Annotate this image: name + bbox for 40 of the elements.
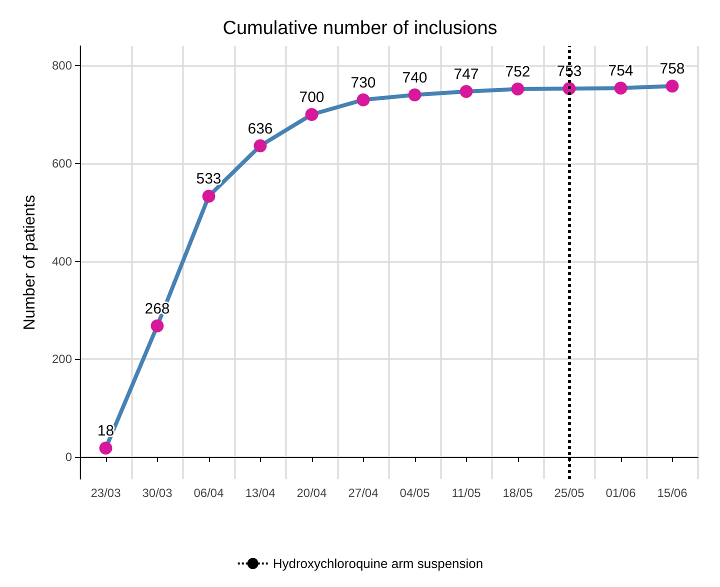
point bbox=[408, 88, 422, 102]
y-axis-title: Number of patients bbox=[22, 194, 38, 330]
point bbox=[254, 139, 267, 152]
y-tick-label: 0 bbox=[65, 450, 72, 464]
y-tick-label: 200 bbox=[52, 352, 72, 366]
point bbox=[511, 82, 524, 96]
y-tick-label: 600 bbox=[52, 156, 72, 170]
x-tick-label: 15/06 bbox=[657, 486, 688, 500]
point bbox=[460, 85, 473, 98]
x-tick-label: 13/04 bbox=[245, 486, 276, 500]
legend-label: Hydroxychloroquine arm suspension bbox=[272, 556, 484, 571]
data-label: 752 bbox=[505, 64, 530, 81]
data-label: 747 bbox=[454, 66, 479, 83]
x-tick-label: 20/04 bbox=[296, 486, 328, 500]
data-label: 700 bbox=[299, 88, 324, 106]
point bbox=[202, 190, 216, 203]
x-tick-label: 06/04 bbox=[194, 486, 224, 500]
x-tick-label: 27/04 bbox=[348, 486, 379, 500]
chart-title: Cumulative number of inclusions bbox=[222, 18, 498, 39]
data-label: 636 bbox=[248, 120, 273, 138]
point bbox=[99, 442, 112, 455]
data-label: 740 bbox=[402, 69, 428, 86]
y-tick-label: 800 bbox=[52, 58, 72, 73]
data-label: 754 bbox=[608, 62, 634, 80]
point bbox=[666, 80, 679, 93]
point bbox=[305, 108, 318, 121]
x-tick-label: 23/03 bbox=[90, 486, 122, 500]
x-tick-label: 11/05 bbox=[452, 486, 482, 500]
data-label: 730 bbox=[350, 74, 376, 92]
data-label: 758 bbox=[660, 60, 685, 78]
x-tick-label: 30/03 bbox=[142, 486, 173, 500]
y-tick-label: 400 bbox=[52, 254, 72, 268]
x-tick-label: 04/05 bbox=[400, 486, 430, 500]
data-label: 533 bbox=[196, 170, 222, 188]
x-tick-label: 01/06 bbox=[606, 486, 636, 500]
point bbox=[150, 319, 164, 332]
x-tick-label: 18/05 bbox=[502, 486, 534, 500]
point bbox=[614, 82, 628, 95]
x-tick-label: 25/05 bbox=[554, 486, 585, 500]
point bbox=[356, 93, 370, 106]
